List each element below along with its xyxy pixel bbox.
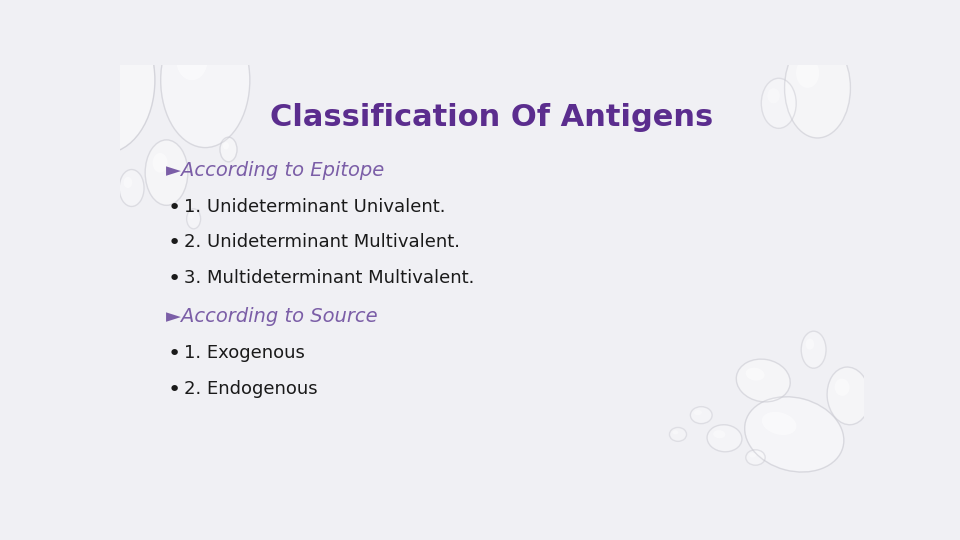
Text: •: • — [168, 269, 181, 289]
Ellipse shape — [745, 397, 844, 472]
Ellipse shape — [746, 450, 765, 465]
Text: 1. Unideterminant Univalent.: 1. Unideterminant Univalent. — [183, 198, 445, 216]
Ellipse shape — [708, 425, 742, 452]
Text: ►According to Source: ►According to Source — [166, 307, 378, 326]
Ellipse shape — [72, 36, 107, 80]
Ellipse shape — [669, 428, 686, 441]
Ellipse shape — [186, 209, 201, 229]
Ellipse shape — [119, 170, 144, 206]
Text: 2. Endogenous: 2. Endogenous — [183, 380, 317, 398]
Ellipse shape — [828, 367, 870, 425]
Ellipse shape — [713, 430, 726, 438]
Text: Classification Of Antigens: Classification Of Antigens — [271, 103, 713, 132]
Ellipse shape — [54, 7, 155, 153]
Ellipse shape — [145, 140, 188, 205]
Ellipse shape — [767, 88, 780, 103]
Ellipse shape — [177, 40, 207, 80]
Text: •: • — [168, 345, 181, 364]
Ellipse shape — [736, 359, 790, 402]
Ellipse shape — [223, 142, 228, 150]
Ellipse shape — [762, 412, 797, 435]
Ellipse shape — [802, 331, 826, 368]
Ellipse shape — [160, 13, 250, 147]
Ellipse shape — [124, 177, 132, 188]
Text: •: • — [168, 233, 181, 253]
Ellipse shape — [672, 430, 679, 434]
Ellipse shape — [153, 153, 168, 173]
Ellipse shape — [834, 379, 850, 396]
Ellipse shape — [796, 58, 819, 88]
Ellipse shape — [694, 410, 702, 415]
Ellipse shape — [761, 78, 796, 129]
Ellipse shape — [749, 453, 756, 457]
Ellipse shape — [220, 137, 237, 162]
Ellipse shape — [690, 407, 712, 423]
Ellipse shape — [784, 38, 851, 138]
Ellipse shape — [805, 339, 814, 350]
Text: 3. Multideterminant Multivalent.: 3. Multideterminant Multivalent. — [183, 269, 474, 287]
Text: ►According to Epitope: ►According to Epitope — [166, 161, 385, 180]
Text: 1. Exogenous: 1. Exogenous — [183, 345, 304, 362]
Ellipse shape — [189, 213, 194, 219]
Ellipse shape — [746, 368, 764, 381]
Text: •: • — [168, 380, 181, 400]
Text: •: • — [168, 198, 181, 218]
Text: 2. Unideterminant Multivalent.: 2. Unideterminant Multivalent. — [183, 233, 460, 252]
